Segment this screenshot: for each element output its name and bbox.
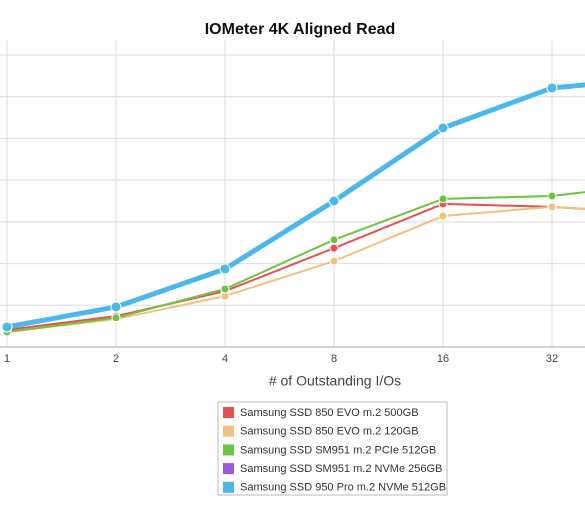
grid [0,40,585,348]
legend-text: Samsung SSD SM951 m.2 NVMe 256GB [240,463,442,475]
data-point [328,195,340,207]
chart-title: IOMeter 4K Aligned Read [205,21,396,38]
legend-swatch [223,407,234,418]
x-tick-label: 1 [4,353,10,365]
data-point [547,191,557,201]
data-point [546,82,558,94]
series-line [6,82,585,330]
data-point [329,256,339,266]
legend-text: Samsung SSD 950 Pro m.2 NVMe 512GB [240,482,446,494]
data-point [438,194,448,204]
x-tick-label: 8 [331,353,337,365]
legend-box [217,401,448,496]
x-tick-label: 4 [222,353,228,365]
x-tick-label: 16 [437,353,449,365]
data-point [329,243,339,253]
data-point [438,211,448,221]
legend-text: Samsung SSD 850 EVO m.2 120GB [240,426,419,438]
legend-text: Samsung SSD SM951 m.2 PCIe 512GB [240,444,436,456]
legend-swatch [223,481,234,493]
data-point [547,202,557,212]
legend-swatch [223,463,234,475]
x-axis-title: # of Outstanding I/Os [269,373,401,389]
x-tick-label: 32 [546,353,558,365]
data-point [219,263,231,275]
data-point [111,313,121,323]
data-point [1,321,13,333]
legend-swatch [223,444,234,456]
x-tick-label: 2 [113,353,119,365]
legend-text: Samsung SSD 850 EVO m.2 500GB [240,407,419,419]
data-point [437,122,449,134]
legend-swatch [223,425,234,437]
series-line [6,84,585,330]
data-point [220,284,230,294]
data-point [110,301,122,313]
data-point [329,235,339,245]
